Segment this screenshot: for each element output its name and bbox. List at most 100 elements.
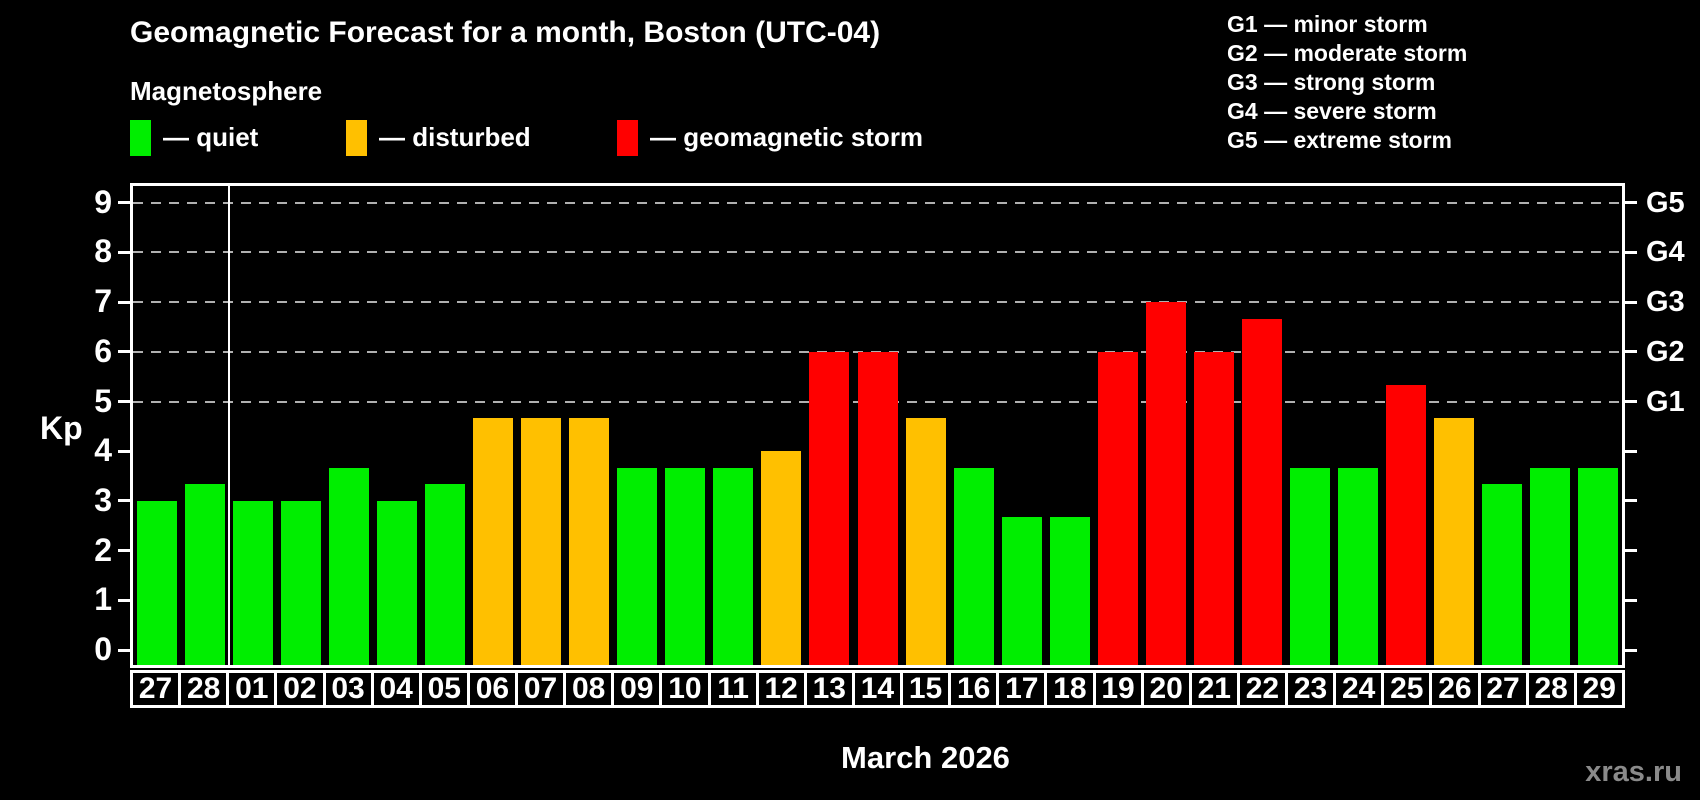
y-tick-label-5: 5 (94, 382, 112, 419)
x-axis-day-labels: 27 28 01 02 03 04 05 06 07 08 09 10 11 12 13 14 15 16 17 18… (130, 670, 1625, 708)
legend-item-disturbed: — disturbed (346, 119, 531, 156)
bar-19-day-18-kp-2.67 (1049, 517, 1090, 665)
g-scale-tick-label-g4: G4 (1646, 236, 1685, 269)
day-label-20-19: 19 (1096, 672, 1144, 705)
bar-11-day-10-kp-3.67 (665, 468, 706, 665)
right-tick-mark-0 (1625, 648, 1637, 652)
storm-color-swatch (617, 119, 638, 156)
g-scale-tick-label-g5: G5 (1646, 186, 1685, 219)
legend-label-disturbed: — disturbed (379, 122, 531, 152)
day-label-17-16: 16 (951, 672, 1000, 705)
day-label-8-07: 07 (518, 672, 567, 705)
chart-subtitle: Magnetosphere (130, 76, 323, 106)
watermark: xras.ru (1585, 756, 1682, 788)
y-tick-label-2: 2 (94, 531, 112, 568)
bar-25-day-24-kp-3.67 (1337, 468, 1378, 665)
day-label-11-10: 10 (662, 672, 711, 705)
day-label-23-22: 22 (1240, 672, 1288, 705)
day-label-13-12: 12 (759, 672, 807, 705)
legend-label-quiet: — quiet (163, 122, 259, 152)
y-tick-mark-3 (118, 499, 130, 503)
bar-16-day-15-kp-4.67 (905, 418, 946, 665)
day-label-4-03: 03 (326, 672, 374, 705)
bar-24-day-23-kp-3.67 (1289, 468, 1330, 665)
month-boundary-line (228, 186, 231, 665)
y-tick-label-4: 4 (94, 432, 112, 469)
day-label-1-28: 28 (181, 672, 230, 705)
g-scale-tick-label-g3: G3 (1646, 286, 1685, 319)
day-label-22-21: 21 (1192, 672, 1240, 705)
bar-30-day-29-kp-3.67 (1577, 468, 1618, 665)
day-label-3-02: 02 (277, 672, 326, 705)
right-tick-mark-7 (1625, 300, 1637, 304)
right-tick-mark-6 (1625, 350, 1637, 354)
gridline-kp-6 (133, 350, 1622, 353)
bar-28-day-27-kp-3.33 (1481, 484, 1522, 665)
x-axis-title: March 2026 (841, 740, 1010, 775)
day-label-21-20: 20 (1144, 672, 1192, 705)
day-label-30-29: 29 (1582, 672, 1616, 705)
bar-1-day-28-kp-3.33 (185, 484, 226, 665)
y-tick-label-0: 0 (94, 631, 112, 667)
bar-14-day-13-kp-6 (809, 352, 850, 665)
plot-area (130, 183, 1625, 668)
y-tick-mark-1 (118, 598, 130, 602)
bar-21-day-20-kp-7 (1145, 302, 1186, 665)
right-tick-mark-9 (1625, 201, 1637, 205)
y-axis-label: Kp (40, 410, 83, 446)
day-label-28-27: 27 (1481, 672, 1529, 705)
y-tick-mark-2 (118, 549, 130, 553)
bar-29-day-28-kp-3.67 (1529, 468, 1570, 665)
day-label-7-06: 06 (470, 672, 518, 705)
right-tick-mark-3 (1625, 499, 1637, 503)
day-label-5-04: 04 (374, 672, 422, 705)
day-label-25-24: 24 (1336, 672, 1385, 705)
y-tick-label-6: 6 (94, 332, 112, 369)
g-legend-line-g3: G3 — strong storm (1227, 69, 1436, 95)
right-tick-mark-4 (1625, 449, 1637, 453)
bar-8-day-07-kp-4.67 (521, 418, 562, 665)
bar-13-day-12-kp-4 (761, 451, 802, 665)
bar-12-day-11-kp-3.67 (713, 468, 754, 665)
bar-0-day-27-kp-3 (137, 501, 178, 665)
bar-10-day-09-kp-3.67 (617, 468, 658, 665)
right-tick-mark-2 (1625, 549, 1637, 553)
y-tick-mark-9 (118, 201, 130, 205)
bar-6-day-05-kp-3.33 (425, 484, 466, 665)
bar-5-day-04-kp-3 (377, 501, 418, 665)
bar-15-day-14-kp-6 (857, 352, 898, 665)
bar-4-day-03-kp-3.67 (329, 468, 370, 665)
day-label-26-25: 25 (1384, 672, 1433, 705)
bar-23-day-22-kp-6.67 (1241, 319, 1282, 665)
legend-item-quiet: — quiet (130, 119, 258, 156)
right-tick-mark-8 (1625, 250, 1637, 254)
y-tick-label-8: 8 (94, 233, 112, 270)
day-label-15-14: 14 (855, 672, 903, 705)
disturbed-color-swatch (346, 119, 367, 156)
g-legend-line-g4: G4 — severe storm (1227, 98, 1437, 124)
g-legend-line-g5: G5 — extreme storm (1227, 127, 1452, 153)
y-tick-mark-8 (118, 250, 130, 254)
y-tick-mark-6 (118, 350, 130, 354)
day-label-24-23: 23 (1288, 672, 1337, 705)
bar-9-day-08-kp-4.67 (569, 418, 610, 665)
chart-title: Geomagnetic Forecast for a month, Boston… (130, 16, 881, 49)
y-tick-label-1: 1 (94, 581, 112, 618)
y-tick-label-9: 9 (94, 183, 112, 220)
y-tick-mark-5 (118, 400, 130, 403)
bar-3-day-02-kp-3 (281, 501, 322, 665)
bar-22-day-21-kp-6 (1193, 352, 1234, 665)
right-tick-mark-1 (1625, 598, 1637, 602)
day-label-0-27: 27 (133, 672, 182, 705)
y-tick-label-7: 7 (94, 283, 112, 320)
day-label-16-15: 15 (903, 672, 952, 705)
bar-27-day-26-kp-4.67 (1433, 418, 1474, 665)
y-tick-label-3: 3 (94, 481, 112, 518)
g-legend-line-g1: G1 — minor storm (1227, 11, 1428, 37)
day-label-27-26: 26 (1432, 672, 1481, 705)
day-label-12-11: 11 (711, 672, 759, 705)
y-tick-mark-7 (118, 300, 130, 304)
day-label-9-08: 08 (566, 672, 615, 705)
bar-7-day-06-kp-4.67 (473, 418, 514, 665)
